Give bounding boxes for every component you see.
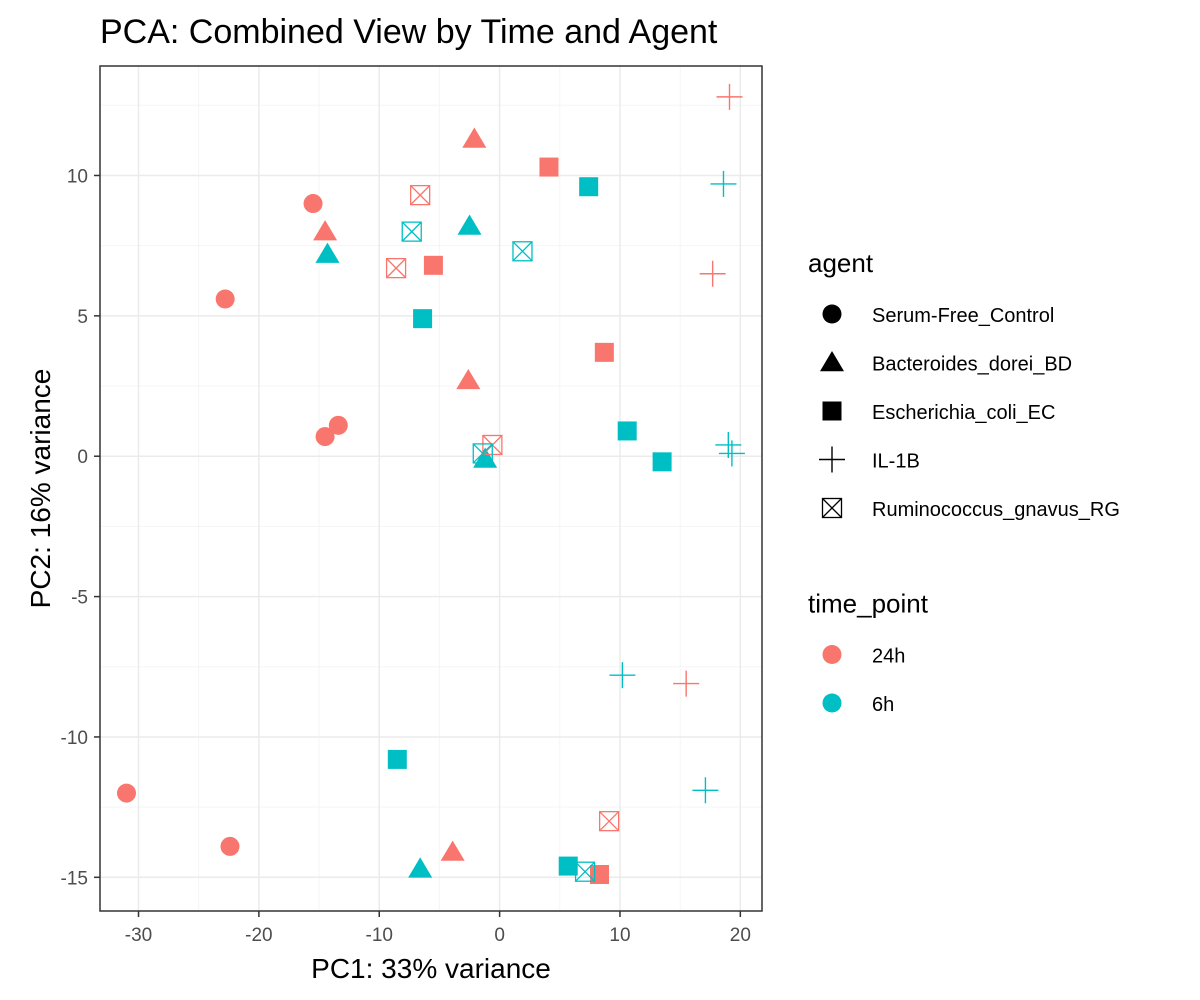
x-tick-label: 10	[609, 925, 630, 946]
data-point-escherichia-coli-ec-6h	[558, 856, 578, 876]
data-point-bacteroides-dorei-bd-24h	[462, 127, 487, 148]
data-point-ruminococcus-gnavus-rg-6h	[574, 861, 596, 882]
data-point-bacteroides-dorei-bd-24h	[313, 220, 338, 241]
legend-label: Serum-Free_Control	[872, 305, 1054, 327]
legend-key-24h	[822, 645, 842, 664]
data-point-escherichia-coli-ec-6h	[579, 177, 599, 197]
data-point-escherichia-coli-ec-6h	[413, 309, 433, 329]
x-tick-label: -10	[366, 925, 393, 946]
data-point-ruminococcus-gnavus-rg-6h	[472, 443, 493, 464]
x-tick-label: 0	[494, 925, 505, 946]
legend-title-agent: agent	[808, 248, 874, 278]
data-point-ruminococcus-gnavus-rg-24h	[385, 257, 407, 279]
legend-key-escherichia-coli-ec	[822, 401, 842, 421]
data-point-ruminococcus-gnavus-rg-6h	[512, 241, 533, 262]
x-axis-title: PC1: 33% variance	[311, 953, 551, 984]
data-point-il-1b-6h	[718, 440, 745, 467]
data-point-escherichia-coli-ec-24h	[539, 157, 559, 177]
data-point-ruminococcus-gnavus-rg-6h	[401, 221, 422, 242]
legend-key-il-1b	[819, 446, 845, 473]
y-tick-label: 10	[67, 166, 88, 187]
data-point-bacteroides-dorei-bd-24h	[456, 368, 481, 390]
data-point-il-1b-24h	[673, 670, 700, 697]
data-point-serum-free-control-24h	[303, 194, 323, 214]
data-points	[116, 83, 745, 885]
data-point-serum-free-control-24h	[315, 427, 335, 447]
data-point-il-1b-24h	[716, 83, 743, 110]
legend-label: Ruminococcus_gnavus_RG	[872, 499, 1120, 521]
data-point-serum-free-control-24h	[328, 415, 348, 435]
data-point-serum-free-control-24h	[215, 289, 235, 309]
legend-label: Bacteroides_dorei_BD	[872, 354, 1072, 376]
chart-title: PCA: Combined View by Time and Agent	[100, 13, 718, 51]
y-tick-label: -15	[61, 868, 88, 889]
legend-label: Escherichia_coli_EC	[872, 402, 1055, 424]
data-point-il-1b-6h	[609, 662, 636, 689]
y-tick-label: 5	[77, 307, 88, 328]
data-point-ruminococcus-gnavus-rg-24h	[410, 184, 431, 206]
x-tick-label: -30	[125, 925, 152, 946]
panel-border	[99, 65, 763, 912]
legend-key-serum-free-control	[822, 304, 842, 324]
data-point-bacteroides-dorei-bd-6h	[408, 857, 433, 878]
data-point-escherichia-coli-ec-6h	[652, 452, 672, 472]
data-point-escherichia-coli-ec-24h	[594, 342, 614, 362]
data-point-il-1b-6h	[710, 170, 737, 197]
data-point-escherichia-coli-ec-6h	[387, 749, 407, 769]
legend-label: 6h	[872, 694, 894, 716]
data-point-serum-free-control-24h	[220, 836, 240, 856]
data-point-bacteroides-dorei-bd-6h	[315, 242, 340, 263]
y-tick-label: -10	[61, 728, 88, 749]
x-tick-label: -20	[245, 925, 272, 946]
y-axis-title: PC2: 16% variance	[25, 369, 56, 609]
data-point-il-1b-24h	[699, 260, 726, 287]
data-point-escherichia-coli-ec-24h	[423, 255, 443, 275]
grid	[100, 66, 762, 911]
legend-label: 24h	[872, 646, 905, 668]
y-tick-label: 0	[77, 447, 88, 468]
x-tick-label: 20	[730, 925, 751, 946]
legend-title-time-point: time_point	[808, 589, 929, 619]
data-point-bacteroides-dorei-bd-6h	[457, 214, 482, 235]
data-point-bacteroides-dorei-bd-24h	[440, 840, 465, 861]
data-point-ruminococcus-gnavus-rg-24h	[598, 811, 620, 832]
legend-key-6h	[822, 693, 842, 713]
legend: agent Serum-Free_Control Bacteroides_dorei…	[808, 248, 1120, 716]
legend-key-ruminococcus-gnavus-rg	[821, 497, 843, 519]
y-tick-label: -5	[71, 588, 88, 609]
legend-key-bacteroides-dorei-bd	[819, 351, 845, 372]
axis-ticks: -30 -20 -10 0 10 20 -15 -10 -5 0 5 10	[61, 166, 751, 946]
legend-label: IL-1B	[872, 451, 920, 473]
data-point-escherichia-coli-ec-6h	[617, 421, 637, 441]
data-point-il-1b-6h	[692, 777, 719, 804]
data-point-serum-free-control-24h	[116, 783, 136, 803]
